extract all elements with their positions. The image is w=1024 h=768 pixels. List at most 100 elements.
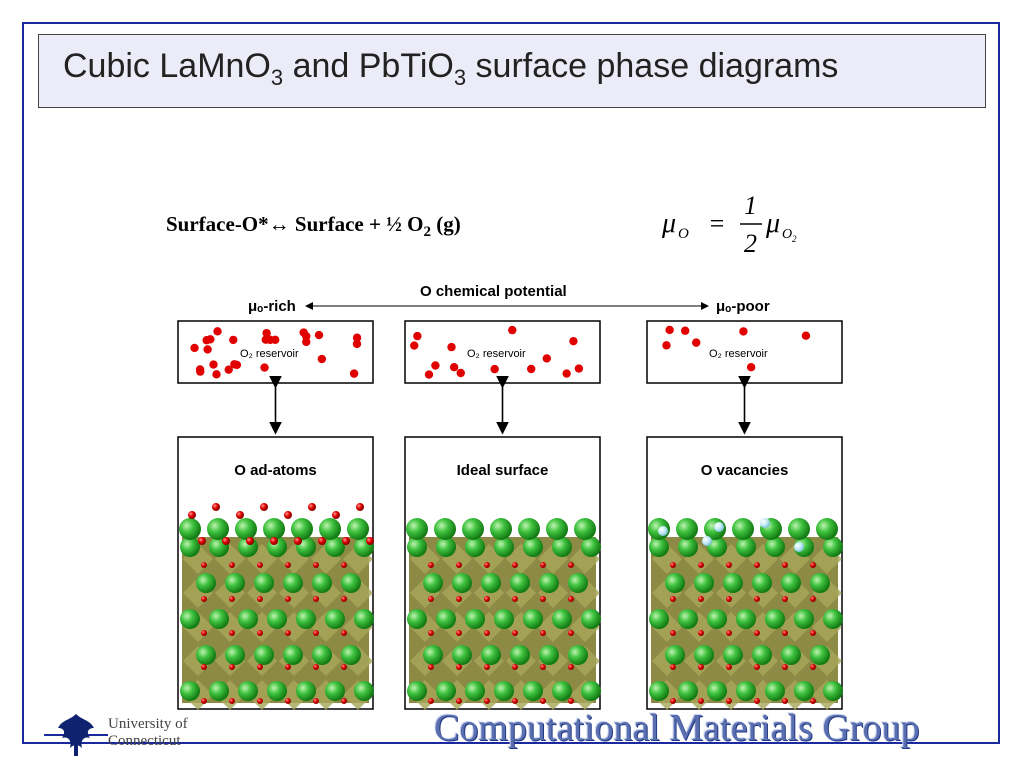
cation-atom [823,681,843,701]
cation-atom [707,681,727,701]
reservoir-label: O₂ reservoir [709,348,768,360]
reaction-equation: Surface-O*↔ Surface + ½ O2 (g) [166,212,461,241]
svg-text:O: O [782,227,792,242]
cation-atom [341,573,361,593]
chemical-potential-equation: μ O = 1 2 μ O 2 [661,191,797,258]
lattice-oxygen [810,596,816,602]
lattice-oxygen [257,562,263,568]
university-name: University of Connecticut [108,716,188,749]
oxygen-molecule [230,360,239,369]
oxygen-adatom [246,537,254,545]
oxygen-adatom [356,503,364,511]
cation-atom [196,645,216,665]
lattice-oxygen [782,664,788,670]
lattice-oxygen [484,596,490,602]
lattice-oxygen [229,596,235,602]
cation-atom [407,681,427,701]
oxygen-molecule [569,336,578,346]
lattice-oxygen [313,630,319,636]
svg-text:μ: μ [661,208,676,239]
cation-atom [581,537,601,557]
oxygen-molecule [490,364,499,374]
cation-atom [436,609,456,629]
cation-atom [296,609,316,629]
lattice-oxygen [670,664,676,670]
oxygen-adatom [198,537,206,545]
cation-atom [581,681,601,701]
lattice-oxygen [341,562,347,568]
lattice-oxygen [229,562,235,568]
lattice-oxygen [229,630,235,636]
oxygen-adatom [270,537,278,545]
cation-atom [765,537,785,557]
oxygen-adatom [188,511,196,519]
reservoir-label: O₂ reservoir [240,348,299,360]
title-box: Cubic LaMnO3 and PbTiO3 surface phase di… [38,34,986,108]
lattice-oxygen [341,596,347,602]
cation-atom [225,645,245,665]
oxygen-molecule [314,330,324,340]
lattice-oxygen [456,562,462,568]
group-name: Computational Materials Group [434,707,920,749]
cation-atom [254,573,274,593]
oxygen-molecule [190,343,199,353]
lattice-oxygen [428,596,434,602]
cation-atom [354,609,374,629]
lattice-oxygen [754,562,760,568]
lattice-oxygen [782,698,788,704]
lattice-oxygen [754,664,760,670]
surface-atom [179,518,201,540]
panel-title: O vacancies [701,462,789,479]
svg-text:2: 2 [792,234,797,244]
cation-atom [180,609,200,629]
cation-atom [552,537,572,557]
cation-atom [296,681,316,701]
lattice-oxygen [313,698,319,704]
cation-atom [283,573,303,593]
cation-atom [325,609,345,629]
cation-atom [694,573,714,593]
lattice-oxygen [726,596,732,602]
oxygen-molecule [410,341,419,350]
oxygen-molecule [746,363,756,372]
cation-atom [665,645,685,665]
cation-atom [510,645,530,665]
lattice-oxygen [456,630,462,636]
lattice-oxygen [698,664,704,670]
oxygen-molecule [260,363,269,372]
lattice-oxygen [540,562,546,568]
oxygen-vacancy [702,536,712,546]
oxygen-adatom [342,537,350,545]
cation-atom [568,645,588,665]
lattice-oxygen [698,596,704,602]
cation-atom [481,645,501,665]
cation-atom [494,537,514,557]
surface-atom [291,518,313,540]
oxygen-molecule [424,370,434,379]
cation-atom [341,645,361,665]
cation-atom [452,573,472,593]
lattice-oxygen [698,698,704,704]
cation-atom [678,609,698,629]
lattice-oxygen [201,596,207,602]
surface-atom [788,518,810,540]
oxygen-molecule [203,345,212,354]
lattice-oxygen [726,664,732,670]
lattice-oxygen [698,630,704,636]
oxygen-molecule [692,338,701,347]
cation-atom [452,645,472,665]
lattice-oxygen [341,664,347,670]
oxygen-molecule [574,364,584,373]
oxygen-molecule [212,370,221,379]
surface-atom [207,518,229,540]
oxygen-molecule [542,354,551,363]
cation-atom [678,681,698,701]
oxygen-molecule [209,360,218,369]
oxygen-molecule [801,331,811,340]
lattice-oxygen [285,698,291,704]
lattice-oxygen [229,664,235,670]
oxygen-adatom [260,503,268,511]
surface-atom [263,518,285,540]
cation-atom [225,573,245,593]
lattice-oxygen [484,698,490,704]
